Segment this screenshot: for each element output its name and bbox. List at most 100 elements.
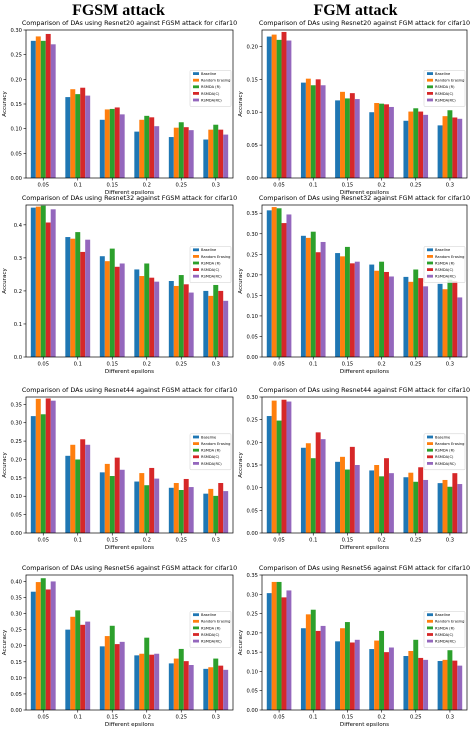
panel-8-bar-1-6 [437,661,443,710]
panel-6-bar-3-2 [310,458,316,533]
panel-6-bar-2-5 [408,472,414,533]
panel-7-legend-label-4: RSMDA(C) [201,633,220,637]
panel-8-bar-5-1 [286,590,292,710]
panel-3-bar-4-3 [114,266,120,357]
panel-3-bar-4-4 [149,277,155,357]
panel-4-bar-5-4 [388,276,394,357]
panel-6-xtick-label: 0.2 [377,538,385,544]
panel-6-bar-1-5 [403,477,409,533]
panel-7-bar-2-3 [104,636,110,710]
panel-6-bar-1-2 [300,447,306,533]
panel-8-ytick-label: 0.10 [246,669,258,675]
column-title-fgm: FGM attack [313,2,398,19]
panel-1-ytick-label: 0.10 [10,127,22,133]
panel-1-bar-1-6 [203,139,209,178]
panel-5-bar-2-1 [35,398,41,533]
panel-8-bar-3-2 [310,609,316,710]
panel-7-ytick-label: 0.25 [10,628,22,634]
panel-5-bar-3-1 [40,414,46,533]
panel-4-bar-2-6 [442,289,448,357]
panel-5-bar-1-6 [203,493,209,533]
panel-3-legend-swatch-5 [193,274,199,278]
panel-4-bar-4-1 [281,223,287,357]
panel-6-title: Comparison of DAs using Resnet44 against… [259,386,470,394]
panel-3-xtick-label: 0.3 [212,362,220,368]
panel-1-legend-label-1: Baseline [201,72,217,76]
panel-1-bar-5-2 [85,95,91,178]
panel-3-bar-1-5 [168,281,174,357]
panel-6-ytick-label: 0.00 [246,531,258,537]
panel-5-bar-1-5 [168,487,174,533]
panel-3-bar-4-5 [183,284,189,357]
panel-4-bar-3-1 [276,208,282,357]
panel-6-axes-frame [261,396,468,534]
panel-7-bar-3-1 [40,578,46,710]
panel-7-bar-3-4 [144,637,150,710]
panel-1-xtick-label: 0.25 [175,183,187,189]
panel-2-bar-3-3 [344,98,350,178]
panel-6-bar-3-3 [344,469,350,533]
panel-8-axes-frame [261,574,468,711]
panel-3-bar-5-3 [119,263,125,357]
panel-5-ytick-label: 0.30 [10,421,22,427]
panel-3-legend-swatch-4 [193,268,199,271]
panel-7-bar-4-1 [45,589,51,710]
panel-3-xtick-label: 0.05 [37,362,49,368]
panel-5-legend-label-4: RSMDA(C) [201,455,220,459]
panel-4-bar-4-4 [384,271,389,357]
panel-3-axes-frame [25,204,234,358]
panel-4-bar-3-6 [447,279,453,357]
panel-1-bar-4-4 [149,117,155,178]
panel-7-xtick-label: 0.2 [143,715,151,721]
panel-7-bar-5-6 [223,669,229,710]
panel-2-bar-2-2 [305,78,311,178]
panel-4-bar-4-6 [452,281,458,357]
panel-4-ytick-label: 0.00 [246,355,258,361]
panel-3-legend-label-2: Random Erasing [201,255,230,259]
panel-4-ytick-label: 0.05 [246,334,258,340]
panel-4-legend-box [423,246,466,283]
panel-7-ytick-label: 0.05 [10,692,22,698]
panel-1-ytick-label: 0.15 [10,102,22,108]
panel-4-legend-swatch-5 [427,274,433,278]
panel-1-bar-5-4 [154,126,160,178]
panel-3-title: Comparison of DAs using Resnet32 against… [22,194,237,202]
panel-7-x-axis-label: Different epsilons [105,722,154,728]
panel-4-xtick-label: 0.1 [309,362,317,368]
panel-6-bar-4-1 [281,399,287,533]
panel-3-bar-5-5 [188,292,194,357]
panel-3-ytick-label: 0.0 [14,355,22,361]
panel-6-legend-label-3: RSMDA (R) [435,449,455,453]
panel-6-bar-2-6 [442,479,448,533]
panel-4-y-axis-label: Accuracy [238,268,244,294]
panel-1-bar-4-6 [218,129,224,178]
panel-1-bar-5-1 [50,44,56,178]
panel-8-bar-3-6 [447,650,453,710]
panel-4-legend-swatch-3 [427,261,433,265]
panel-7-title: Comparison of DAs using Resnet56 against… [22,564,237,572]
panel-2-bar-3-4 [379,103,385,178]
panel-6-bar-4-5 [418,467,424,533]
panel-4-ytick-label: 0.15 [246,293,258,299]
panel-1-bar-1-4 [134,131,140,178]
panel-4-xtick-label: 0.3 [446,362,454,368]
panel-5-xtick-label: 0.2 [143,538,151,544]
panel-3-xtick-label: 0.25 [175,362,187,368]
panel-3-bar-2-6 [208,295,214,357]
panel-8-bar-2-2 [305,614,311,710]
panel-7-bar-5-1 [50,581,56,710]
panel-4-bar-5-3 [354,261,360,357]
panel-1-bar-3-3 [109,108,115,178]
panel-6-bar-5-1 [286,401,292,533]
panel-5-x-axis-label: Different epsilons [105,545,154,551]
panel-7-xtick-label: 0.05 [37,715,49,721]
panel-8-bar-1-4 [369,649,375,710]
panel-7-bar-2-1 [35,582,41,710]
panel-6-bar-4-4 [384,458,389,533]
panel-1-bar-3-6 [213,124,219,178]
panel-1-legend-swatch-4 [193,92,199,95]
panel-7-ytick-label: 0.10 [10,676,22,682]
panel-2-legend-swatch-4 [427,92,433,95]
panel-2-bar-1-6 [437,125,443,178]
panel-1-title: Comparison of DAs using Resnet20 against… [22,19,237,27]
